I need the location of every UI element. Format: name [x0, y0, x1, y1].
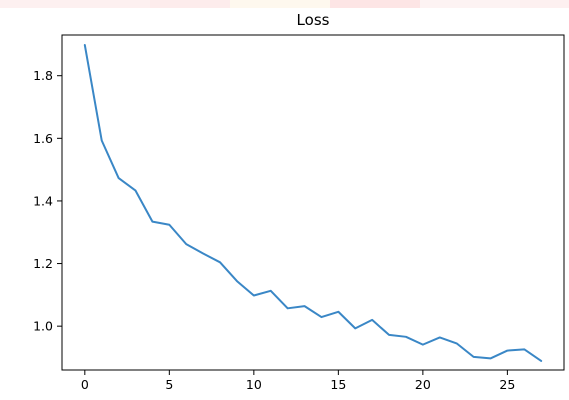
top-decorative-strip — [0, 0, 569, 8]
y-tick-label: 1.6 — [33, 131, 53, 146]
x-tick-label: 0 — [81, 377, 89, 392]
x-tick-label: 10 — [246, 377, 262, 392]
chart-title: Loss — [297, 11, 330, 29]
y-tick-label: 1.0 — [33, 319, 53, 334]
y-tick-label: 1.8 — [33, 68, 53, 83]
plot-frame — [61, 34, 565, 371]
x-tick-label: 15 — [330, 377, 346, 392]
y-tick-label: 1.2 — [33, 256, 53, 271]
series-line-0 — [83, 44, 543, 362]
x-tick-label: 5 — [165, 377, 173, 392]
plot-layer — [83, 44, 543, 362]
x-tick-label: 20 — [415, 377, 431, 392]
axis-layer: 0 5 10 15 20 25 1.0 1.2 1.4 1.6 1.8 — [33, 34, 565, 392]
x-tick-label: 25 — [499, 377, 515, 392]
y-tick-label: 1.4 — [33, 193, 53, 208]
